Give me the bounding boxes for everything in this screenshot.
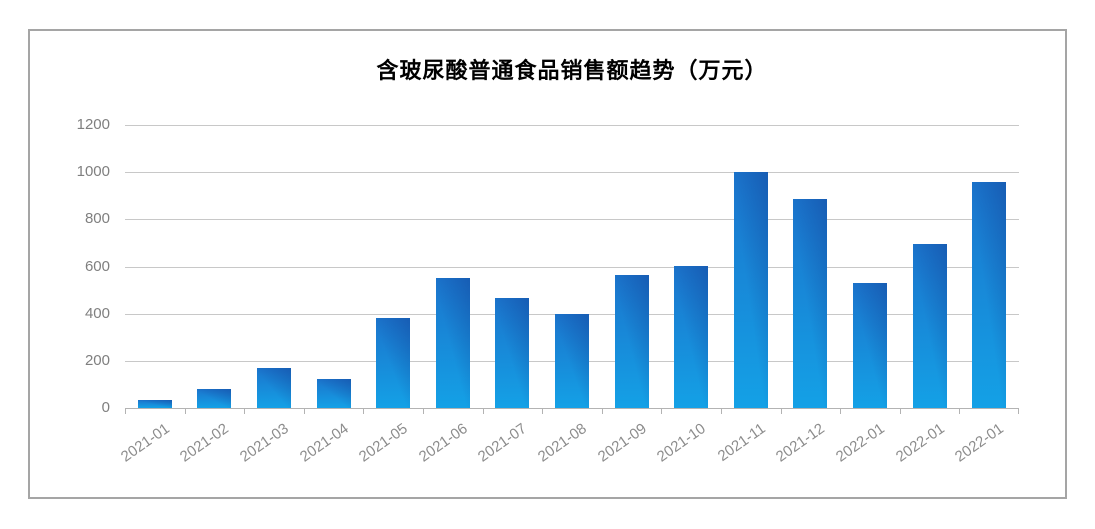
x-axis-labels: 2021-01 2021-02 2021-03 2021-04 2021-05 2021-… (118, 414, 1019, 494)
x-tick-label: 2021-10 (653, 420, 709, 466)
x-tick (602, 408, 603, 414)
x-tick (185, 408, 186, 414)
y-tick-label: 400 (84, 305, 110, 322)
bar-2022-01 (972, 182, 1006, 408)
x-tick-label: 2022-01 (892, 420, 948, 466)
x-tick-label: 2021-03 (236, 420, 292, 466)
x-tick-label: 2021-05 (355, 420, 411, 466)
bar-2021-05 (376, 318, 410, 408)
bar-2021-10 (674, 266, 708, 408)
bar-2021-09 (615, 275, 649, 408)
x-tick-label: 2021-01 (117, 420, 173, 466)
y-tick-label: 200 (84, 352, 110, 369)
x-tick-label: 2021-12 (772, 420, 828, 466)
chart-frame (28, 29, 1067, 499)
x-tick (304, 408, 305, 414)
x-tick-label: 2021-08 (534, 420, 590, 466)
x-tick-label: 2022-01 (951, 420, 1007, 466)
chart-title: 含玻尿酸普通食品销售额趋势（万元） (376, 58, 768, 83)
bar-2021-11 (734, 172, 768, 408)
bar-2021-08 (555, 314, 589, 408)
x-tick-label: 2021-07 (474, 420, 530, 466)
x-tick-label: 2021-09 (594, 420, 650, 466)
gridline-1000 (125, 172, 1019, 173)
x-tick-label: 2022-01 (832, 420, 888, 466)
bar-2021-04 (317, 379, 351, 408)
x-tick (840, 408, 841, 414)
x-axis-line (125, 408, 1019, 409)
x-tick-label: 2021-02 (176, 420, 232, 466)
bar-2021-03 (257, 368, 291, 408)
x-tick (1018, 408, 1019, 414)
bar-2022-01 (913, 244, 947, 408)
x-tick-label: 2021-04 (296, 420, 352, 466)
x-tick (959, 408, 960, 414)
x-tick (721, 408, 722, 414)
x-tick (423, 408, 424, 414)
bar-2022-01 (853, 283, 887, 408)
x-tick (781, 408, 782, 414)
bar-2021-07 (495, 298, 529, 408)
x-tick (542, 408, 543, 414)
x-tick (661, 408, 662, 414)
bar-2021-01 (138, 400, 172, 408)
bar-2021-12 (793, 199, 827, 408)
gridline-1200 (125, 125, 1019, 126)
y-axis-labels: 0 200 400 600 800 1000 1200 (30, 116, 110, 416)
x-tick-label: 2021-06 (415, 420, 471, 466)
y-tick-label: 800 (84, 210, 110, 227)
y-tick-label: 1200 (76, 116, 110, 133)
x-tick (125, 408, 126, 414)
y-tick-label: 600 (84, 258, 110, 275)
x-tick (900, 408, 901, 414)
x-tick (244, 408, 245, 414)
x-tick-label: 2021-11 (714, 420, 769, 465)
bar-2021-06 (436, 278, 470, 408)
gridline-600 (125, 267, 1019, 268)
plot-area: 2021-01 2021-02 2021-03 2021-04 2021-05 2021-… (118, 125, 1019, 466)
gridline-800 (125, 219, 1019, 220)
y-tick-label: 0 (101, 399, 110, 416)
x-tick (483, 408, 484, 414)
x-tick (363, 408, 364, 414)
y-tick-label: 1000 (76, 163, 110, 180)
bar-2021-02 (197, 389, 231, 408)
